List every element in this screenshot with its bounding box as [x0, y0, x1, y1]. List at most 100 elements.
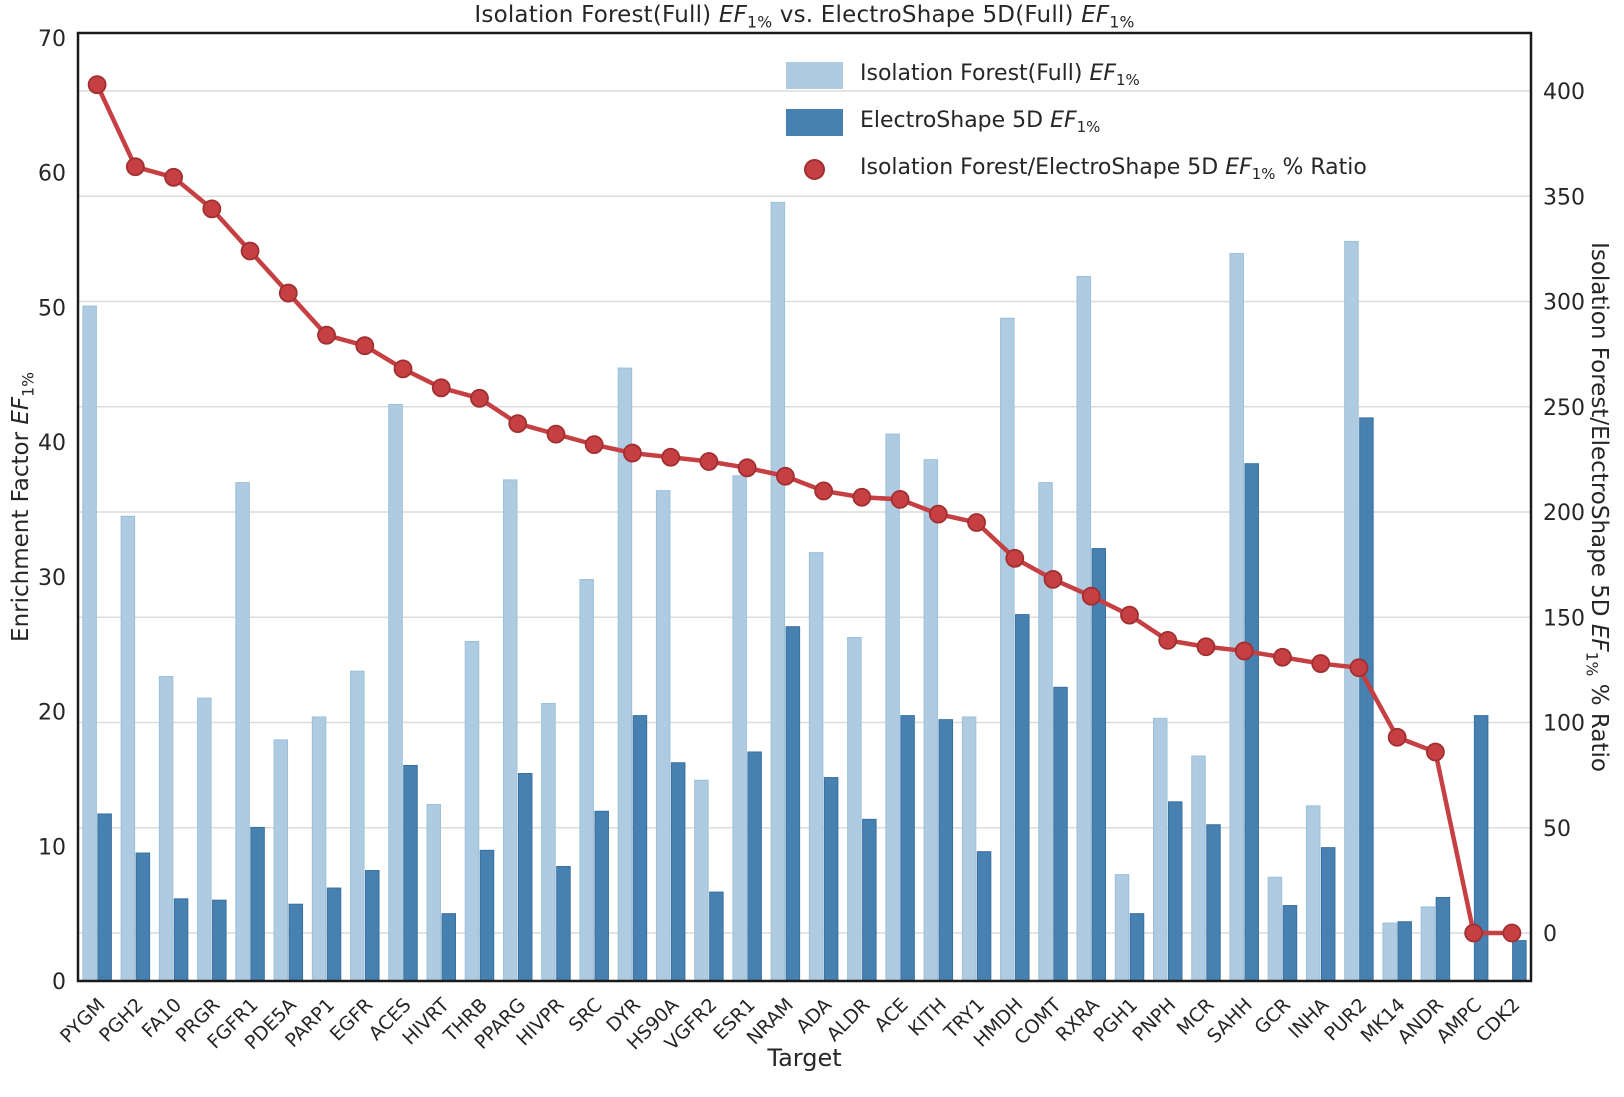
bar-electroshape-COMT [1053, 686, 1068, 982]
x-tick-PGH2: PGH2 [95, 994, 148, 1047]
ratio-marker-PPARG [508, 414, 528, 433]
y-left-tick-30: 30 [38, 566, 66, 591]
bar-isolation-forest-HIVPR [541, 702, 556, 982]
x-tick-EGFR: EGFR [326, 994, 378, 1046]
ratio-marker-PYGM [87, 75, 107, 95]
bar-electroshape-ESR1 [747, 751, 762, 982]
ratio-marker-DYR [623, 443, 642, 463]
bar-electroshape-PPARG [517, 773, 533, 982]
y-axis-label-right: Isolation Forest/ElectroShape 5D EF1% % … [1582, 242, 1612, 772]
ratio-marker-GCR [1273, 647, 1292, 667]
ratio-line [95, 83, 1512, 936]
bar-electroshape-HIVRT [441, 913, 456, 982]
y-right-tick-150: 150 [1543, 606, 1585, 631]
ratio-marker-EGFR [355, 336, 375, 356]
bar-electroshape-HMDH [1015, 614, 1030, 982]
legend-label: Isolation Forest(Full) EF1% [860, 61, 1140, 90]
bar-electroshape-NRAM [785, 626, 801, 982]
bar-isolation-forest-NRAM [770, 201, 786, 982]
ratio-marker-PRGR [202, 199, 222, 219]
y-left-tick-0: 0 [52, 970, 66, 995]
bar-isolation-forest-PPARG [502, 479, 518, 982]
ratio-marker-HS90A [661, 447, 681, 467]
bar-electroshape-MK14 [1397, 921, 1412, 982]
bar-electroshape-HIVPR [556, 865, 571, 982]
bar-isolation-forest-KITH [923, 459, 939, 982]
ratio-marker-RXRA [1081, 586, 1101, 606]
ratio-marker-ACE [890, 489, 910, 509]
bar-isolation-forest-MCR [1191, 755, 1206, 982]
bar-isolation-forest-SAHH [1229, 253, 1244, 982]
ratio-marker-ESR1 [737, 458, 757, 478]
bar-electroshape-PGH1 [1129, 913, 1145, 982]
bar-electroshape-SRC [594, 810, 609, 982]
bar-isolation-forest-RXRA [1076, 275, 1092, 982]
ratio-marker-VGFR2 [699, 452, 719, 471]
y-axis-label-left: Enrichment Factor EF1% [8, 372, 38, 642]
y-left-tick-50: 50 [38, 296, 66, 321]
bar-isolation-forest-PRGR [197, 697, 212, 982]
x-tick-PYGM: PYGM [56, 994, 110, 1048]
y-right-tick-350: 350 [1543, 185, 1585, 210]
bar-electroshape-FGFR1 [250, 826, 265, 982]
x-tick-ALDR: ALDR [822, 994, 874, 1046]
bar-isolation-forest-HIVRT [426, 804, 441, 982]
legend-label: Isolation Forest/ElectroShape 5D EF1% % … [860, 155, 1367, 184]
legend-swatch-icon [786, 109, 843, 136]
bar-isolation-forest-VGFR2 [694, 779, 709, 982]
y-right-tick-0: 0 [1543, 922, 1557, 947]
ratio-marker-FGFR1 [240, 241, 260, 261]
bar-electroshape-EGFR [365, 870, 380, 982]
bar-isolation-forest-TRY1 [961, 716, 977, 982]
bar-electroshape-RXRA [1091, 548, 1107, 982]
bar-electroshape-PNPH [1168, 801, 1183, 982]
x-axis-label: Target [767, 1044, 842, 1072]
legend-item-1: ElectroShape 5D EF1% [786, 99, 1367, 146]
bar-electroshape-MCR [1206, 824, 1221, 982]
bar-isolation-forest-HS90A [655, 490, 671, 982]
bar-electroshape-PARP1 [326, 887, 342, 982]
bar-electroshape-FA10 [173, 898, 189, 982]
bar-isolation-forest-PGH1 [1114, 874, 1130, 982]
ratio-marker-SAHH [1234, 641, 1254, 661]
bar-electroshape-ACE [900, 715, 915, 982]
x-tick-ACE: ACE [870, 994, 912, 1036]
ratio-marker-PARP1 [317, 325, 336, 345]
bar-electroshape-PYGM [97, 813, 112, 982]
bar-isolation-forest-ADA [808, 552, 824, 982]
ratio-marker-HIVPR [546, 424, 566, 444]
legend-item-0: Isolation Forest(Full) EF1% [786, 52, 1367, 99]
bar-isolation-forest-INHA [1305, 805, 1321, 982]
ratio-marker-HIVRT [431, 378, 451, 398]
legend-swatch-icon [786, 62, 843, 89]
bar-isolation-forest-PGH2 [120, 515, 136, 982]
bar-electroshape-ADA [823, 777, 839, 982]
ratio-marker-MK14 [1387, 727, 1407, 747]
bar-electroshape-PDE5A [288, 903, 304, 982]
bar-electroshape-ACES [403, 764, 418, 982]
x-tick-CDK2: CDK2 [1472, 994, 1525, 1047]
y-right-tick-250: 250 [1543, 396, 1585, 421]
bar-electroshape-KITH [938, 719, 954, 982]
bar-isolation-forest-GCR [1267, 876, 1283, 982]
ratio-marker-PUR2 [1349, 658, 1369, 678]
y-left-tick-40: 40 [38, 431, 66, 456]
bar-isolation-forest-SRC [579, 579, 594, 982]
ratio-marker-ALDR [852, 487, 872, 507]
ratio-marker-CDK2 [1502, 923, 1522, 943]
x-tick-KITH: KITH [904, 994, 951, 1041]
ratio-marker-INHA [1311, 654, 1331, 673]
bar-electroshape-DYR [632, 715, 648, 982]
bar-isolation-forest-PDE5A [273, 739, 289, 982]
bar-isolation-forest-ESR1 [732, 475, 747, 982]
ratio-marker-PGH1 [1120, 605, 1139, 625]
bar-electroshape-PUR2 [1359, 417, 1374, 982]
x-tick-PNPH: PNPH [1128, 994, 1180, 1046]
ratio-marker-THRB [470, 388, 489, 408]
ratio-marker-SRC [584, 435, 604, 455]
bar-electroshape-THRB [479, 849, 495, 982]
legend-item-2: Isolation Forest/ElectroShape 5D EF1% % … [786, 146, 1367, 193]
x-tick-SAHH: SAHH [1203, 994, 1257, 1048]
x-tick-PGH1: PGH1 [1089, 994, 1142, 1047]
